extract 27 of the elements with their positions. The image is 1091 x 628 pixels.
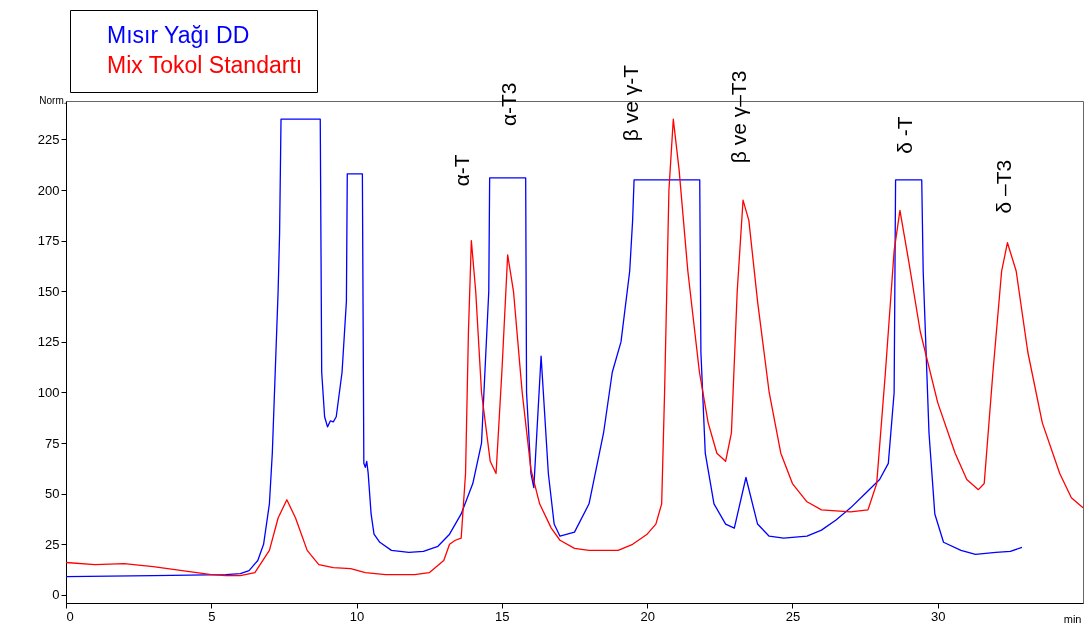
x-axis-title: min: [1063, 612, 1082, 625]
y-tick-label: 200: [37, 182, 60, 198]
y-tick-label: 125: [37, 334, 60, 350]
y-tick-label: 50: [45, 486, 60, 502]
x-tick-label: 0: [66, 608, 74, 624]
x-tick-label: 30: [930, 608, 946, 624]
x-tick-label: 20: [640, 608, 655, 624]
y-tick-label: 150: [37, 283, 60, 299]
x-tick-label: 10: [349, 608, 365, 624]
y-tick-label: 0: [52, 587, 60, 603]
y-tick-label: 100: [37, 384, 60, 400]
annotation: α-T: [449, 154, 473, 187]
y-tick-label: 75: [45, 435, 60, 451]
annotation: β ve γ-T: [619, 64, 643, 142]
text: Mix Tokol Standartı: [107, 51, 303, 78]
text: Mısır Yağı DD: [107, 21, 250, 48]
annotation: δ -T: [893, 116, 917, 154]
y-axis-title: Norm.: [39, 94, 67, 106]
annotation: α-T3: [497, 82, 521, 127]
annotation: δ –T3: [991, 159, 1015, 214]
x-tick-label: 5: [208, 608, 216, 624]
y-tick-label: 225: [37, 131, 60, 147]
x-tick-label: 25: [785, 608, 801, 624]
y-tick-label: 25: [45, 536, 60, 552]
y-tick-label: 175: [37, 233, 60, 249]
x-tick-label: 15: [495, 608, 510, 624]
annotation: β ve γ–T3: [727, 70, 751, 164]
